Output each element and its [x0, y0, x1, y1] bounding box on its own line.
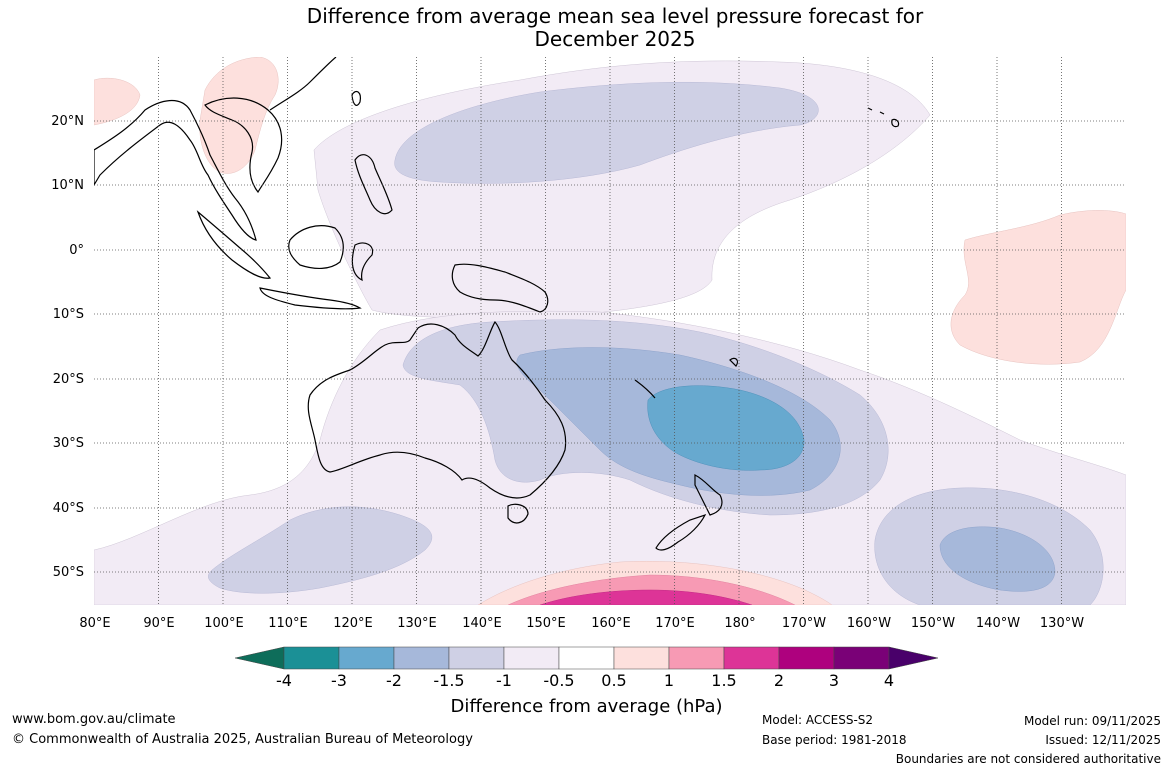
taiwan-outline — [351, 90, 361, 106]
colorbar-segment — [558, 646, 615, 670]
colorbar-label: 1 — [663, 671, 675, 690]
colorbar-segment — [448, 646, 505, 670]
hawaii-islands — [867, 107, 900, 128]
new-guinea-outline — [451, 263, 549, 313]
lon-label: 130°E — [397, 616, 437, 631]
colorbar-label: 3 — [828, 671, 840, 690]
footer-model-run: Model run: 09/11/2025 — [1023, 714, 1161, 728]
sumatra-outline — [196, 210, 272, 279]
anomaly-region-pos05-asia — [94, 77, 141, 126]
colorbar-title: Difference from average (hPa) — [450, 696, 723, 717]
lon-label: 90°E — [143, 616, 174, 631]
colorbar-left-arrow — [234, 646, 285, 670]
colorbar-label: 0.5 — [601, 671, 627, 690]
lat-label: 10°N — [51, 178, 84, 193]
lat-label: 40°S — [53, 501, 84, 516]
borneo-outline — [288, 225, 344, 269]
java-outline — [259, 287, 362, 310]
colorbar-segment — [503, 646, 560, 670]
longitude-labels: 80°E 90°E 100°E 110°E 120°E 130°E 140°E … — [79, 616, 1084, 631]
china-coast — [269, 57, 337, 111]
lon-label: 130°W — [1040, 616, 1084, 631]
latitude-labels: 20°N 10°N 0° 10°S 20°S 30°S 40°S 50°S — [51, 114, 84, 580]
lon-label: 110°E — [268, 616, 308, 631]
philippines-outline — [354, 154, 393, 215]
colorbar-segment — [393, 646, 450, 670]
lon-label: 170°E — [655, 616, 695, 631]
colorbar-label: -3 — [331, 671, 347, 690]
lat-label: 20°N — [51, 114, 84, 129]
new-zealand-south — [655, 513, 707, 551]
title-line-1: Difference from average mean sea level p… — [306, 4, 924, 28]
colorbar-label: 1.5 — [711, 671, 737, 690]
lat-label: 10°S — [53, 307, 84, 322]
lon-label: 180° — [724, 616, 755, 631]
new-caledonia — [634, 379, 656, 399]
anomaly-region-pos15-south — [539, 589, 753, 605]
lon-label: 100°E — [204, 616, 244, 631]
colorbar-segment — [723, 646, 780, 670]
gridlines — [94, 57, 1126, 605]
colorbar — [234, 646, 939, 670]
map-title: Difference from average mean sea level p… — [250, 5, 980, 51]
coastlines — [94, 57, 900, 551]
colorbar-segment — [668, 646, 725, 670]
title-line-2: December 2025 — [534, 27, 696, 51]
lat-label: 20°S — [53, 372, 84, 387]
sulawesi-outline — [351, 242, 374, 282]
lon-label: 160°W — [847, 616, 891, 631]
colorbar-label: -1 — [496, 671, 512, 690]
footer-disclaimer: Boundaries are not considered authoritat… — [895, 752, 1161, 766]
fiji-islands — [729, 357, 739, 367]
colorbar-label: -1.5 — [433, 671, 465, 690]
colorbar-label: 4 — [883, 671, 895, 690]
lon-label: 140°W — [976, 616, 1020, 631]
colorbar-label: -4 — [276, 671, 292, 690]
colorbar-label: -2 — [386, 671, 402, 690]
lat-label: 30°S — [53, 436, 84, 451]
lat-label: 50°S — [53, 565, 84, 580]
anomaly-region-neg1-north — [394, 81, 819, 184]
footer-base-period: Base period: 1981-2018 — [762, 733, 907, 747]
lon-label: 120°E — [333, 616, 373, 631]
anomaly-region-pos05-seasia — [199, 57, 279, 174]
lon-label: 150°E — [526, 616, 566, 631]
colorbar-segment — [338, 646, 395, 670]
asia-mainland — [94, 100, 257, 241]
footer-model: Model: ACCESS-S2 — [762, 713, 874, 727]
tasmania-outline — [507, 503, 529, 524]
lon-label: 80°E — [79, 616, 110, 631]
lon-label: 140°E — [462, 616, 502, 631]
colorbar-label: -0.5 — [543, 671, 575, 690]
footer-issued: Issued: 12/11/2025 — [1045, 733, 1161, 747]
lon-label: 170°W — [782, 616, 826, 631]
lon-label: 150°W — [911, 616, 955, 631]
colorbar-label: 2 — [773, 671, 785, 690]
lat-label: 0° — [69, 243, 84, 258]
australia-outline — [307, 320, 567, 499]
colorbar-segment — [613, 646, 670, 670]
colorbar-segment — [778, 646, 835, 670]
anomaly-region-pos05-epac — [950, 210, 1126, 365]
colorbar-segment — [283, 646, 340, 670]
lon-label: 160°E — [591, 616, 631, 631]
colorbar-right-arrow — [888, 646, 939, 670]
indochina-coast — [204, 97, 283, 194]
footer-url[interactable]: www.bom.gov.au/climate — [12, 712, 176, 727]
new-zealand-north — [694, 474, 723, 516]
map-area — [94, 57, 1126, 605]
footer-copyright: © Commonwealth of Australia 2025, Austra… — [12, 732, 473, 747]
anomaly-region-neg2-central — [647, 385, 805, 471]
anomaly-region-neg1-sw — [208, 506, 433, 594]
colorbar-segment — [833, 646, 890, 670]
